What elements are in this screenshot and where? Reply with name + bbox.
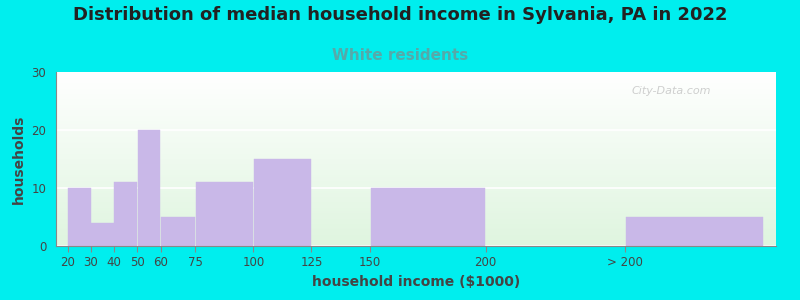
X-axis label: household income ($1000): household income ($1000) [312, 275, 520, 289]
Bar [254, 159, 311, 246]
Bar [370, 188, 485, 246]
Bar [138, 130, 160, 246]
Text: Distribution of median household income in Sylvania, PA in 2022: Distribution of median household income … [73, 6, 727, 24]
Text: White residents: White residents [332, 48, 468, 63]
Y-axis label: households: households [12, 114, 26, 204]
Bar [196, 182, 253, 246]
Bar [114, 182, 137, 246]
Text: City-Data.com: City-Data.com [632, 86, 711, 96]
Bar [161, 217, 195, 246]
Bar [91, 223, 114, 246]
Bar [68, 188, 90, 246]
Bar [626, 217, 763, 246]
